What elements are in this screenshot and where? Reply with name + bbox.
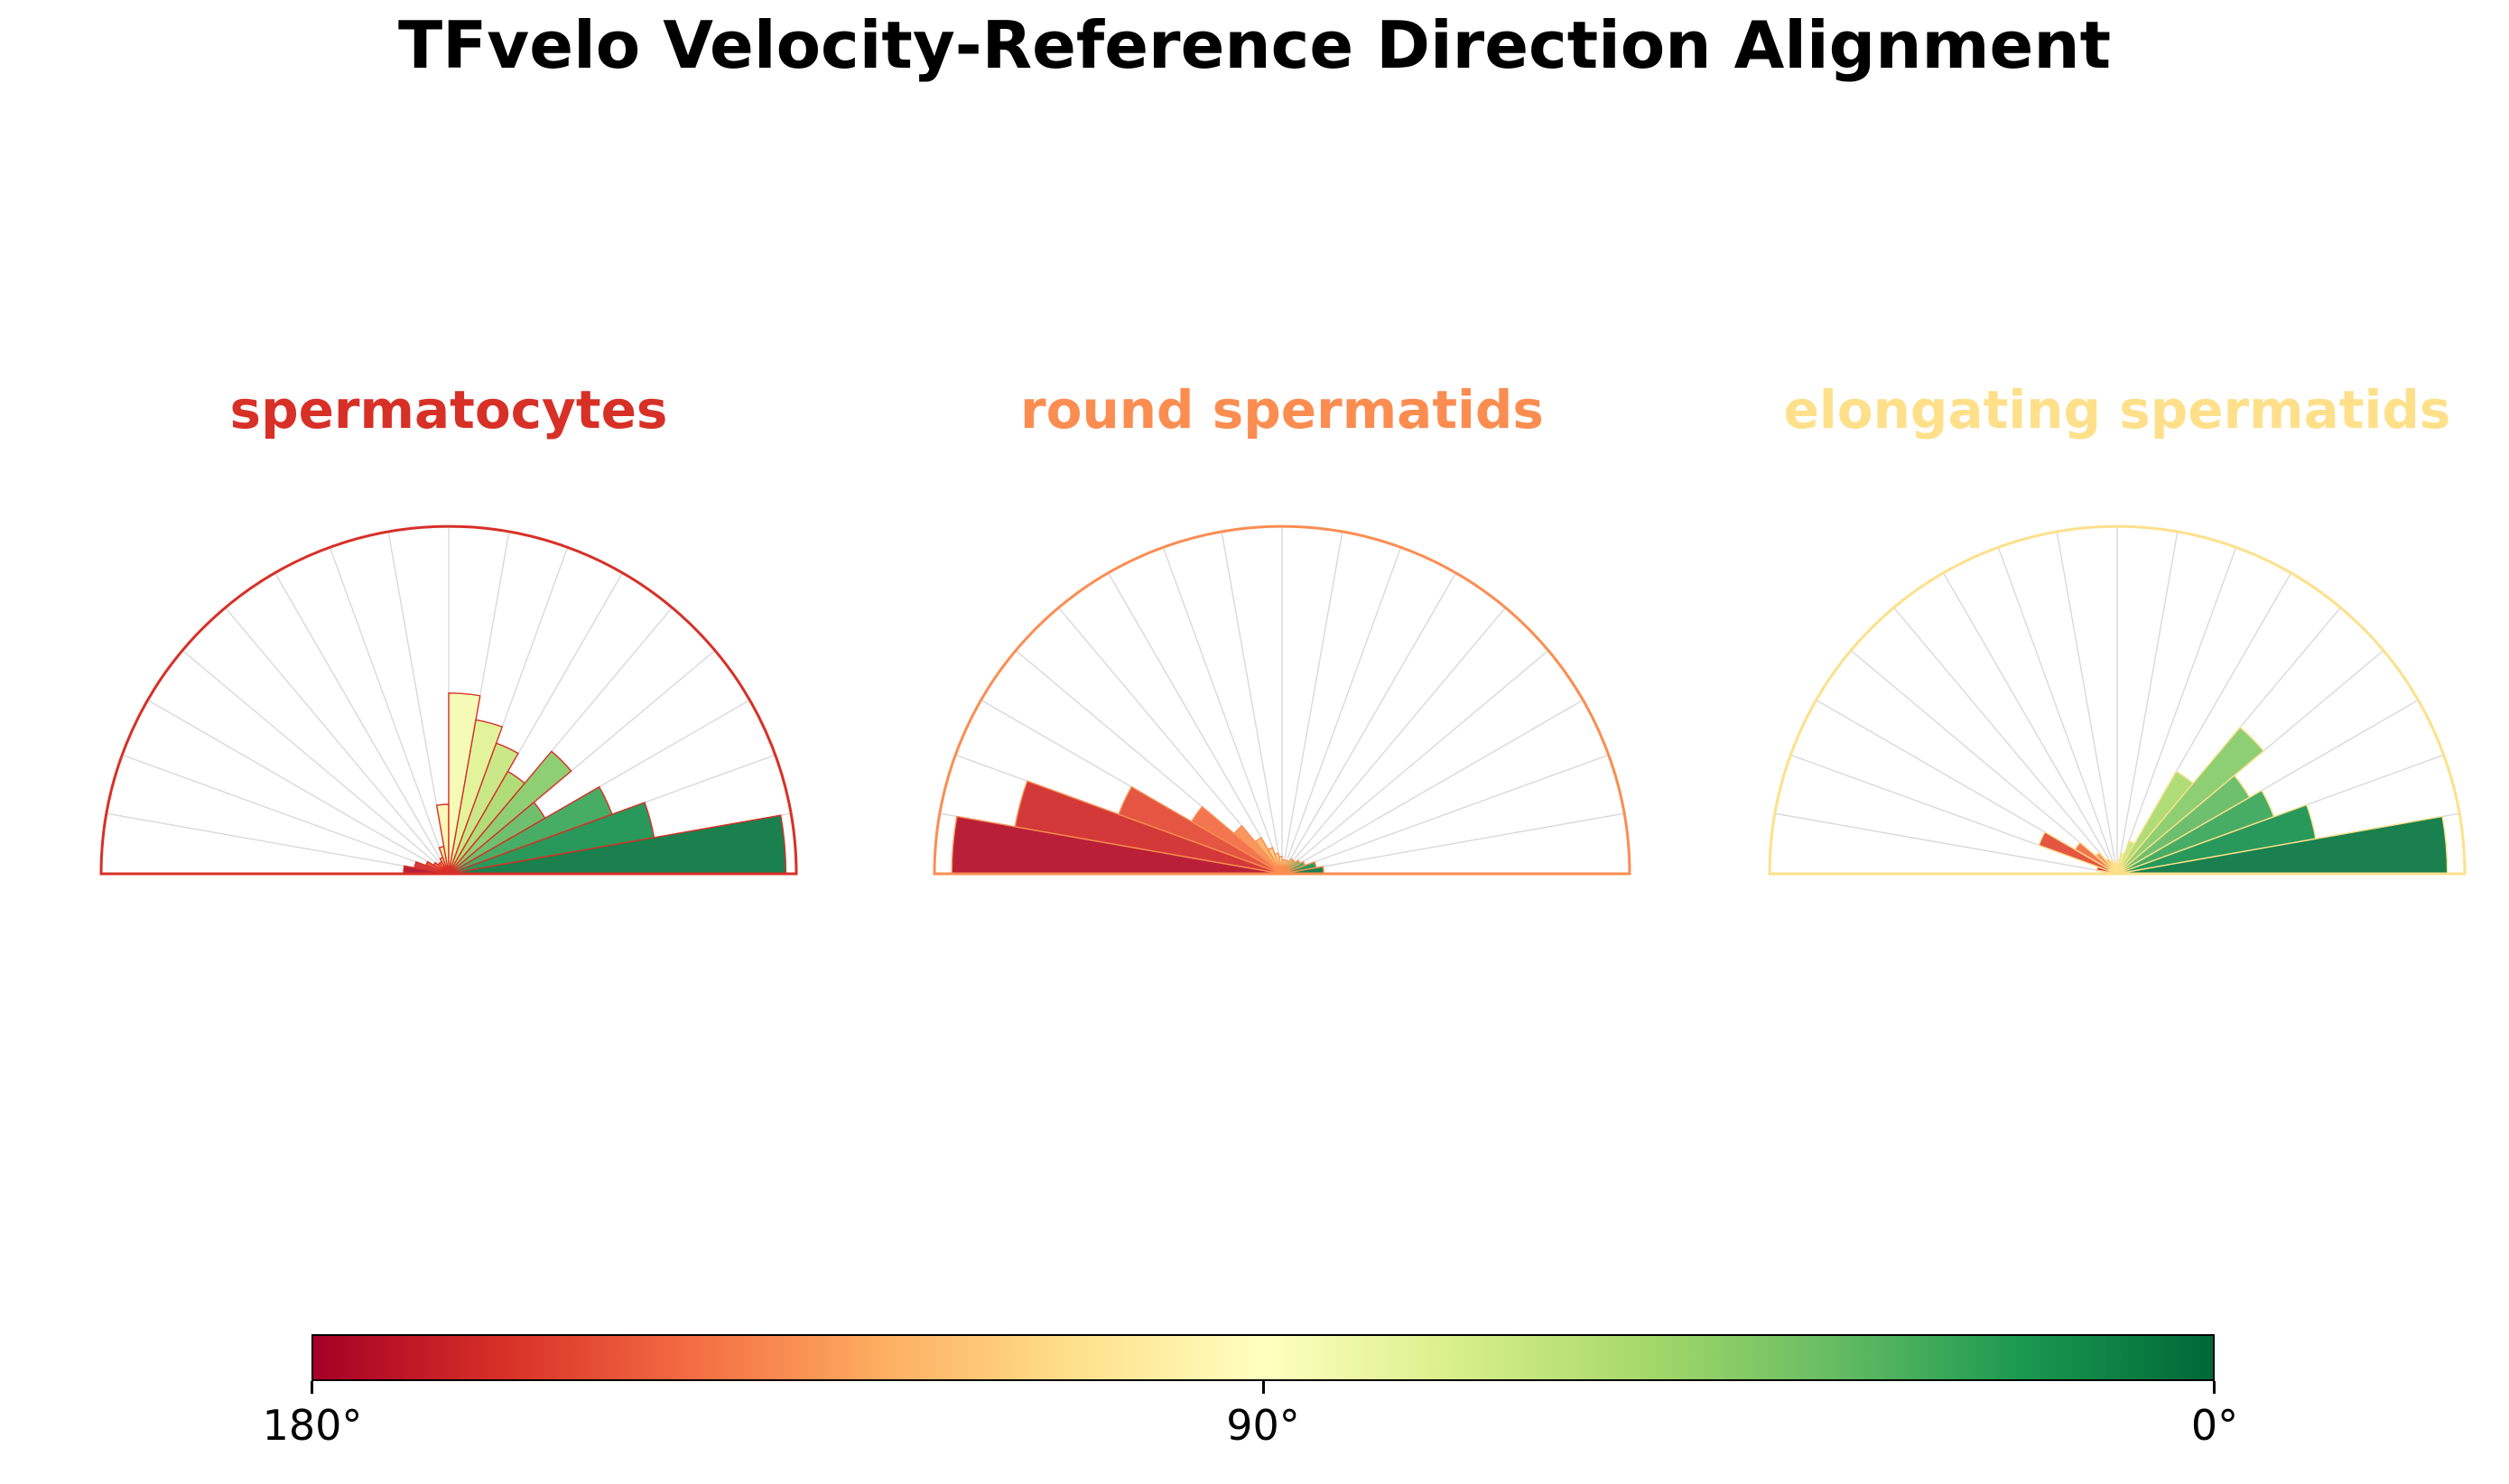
grid-spoke [2056,531,2118,875]
histogram-wedge [448,742,519,875]
colorbar-tick-0 [2213,1381,2216,1394]
colorbar-tick-label-180: 180° [262,1401,363,1450]
grid-spoke [147,699,450,875]
grid-spoke [1221,531,1283,875]
histogram-wedge [2116,726,2265,875]
colorbar-tick-label-0: 0° [2190,1401,2239,1450]
histogram-wedge [2095,851,2118,875]
grid-spoke [121,754,450,875]
panel-title-spermatocytes: spermatocytes [229,379,668,441]
polar-histogram-elongating-spermatids [1768,524,2467,876]
grid-spoke [1850,649,2118,875]
colorbar-tick-label-90: 90° [1226,1401,1300,1450]
histogram-wedge [1278,856,1283,875]
grid-spoke [1942,572,2118,875]
grid-spoke [181,649,450,875]
colorbar-tick-90 [1262,1381,1265,1394]
grid-spoke [329,546,450,875]
grid-spoke [1107,572,1283,875]
polar-histogram-spermatocytes [99,524,798,876]
semicircle-outline [1768,524,2467,876]
figure-title: TFvelo Velocity-Reference Direction Alig… [398,7,2111,83]
semicircle-outline [99,524,798,876]
grid-spoke [1281,754,1610,875]
colorbar-gradient [311,1334,2215,1381]
grid-spoke [1774,812,2118,875]
histogram-wedge [2038,830,2118,875]
histogram-wedge [1274,852,1283,875]
histogram-wedge [1118,785,1283,875]
polar-histogram-round-spermatids [933,524,1631,876]
histogram-wedge [1267,847,1283,875]
grid-spoke [1281,812,1625,875]
colorbar-tick-180 [311,1381,313,1394]
grid-spoke [1281,607,1507,875]
grid-spoke [2116,531,2179,875]
histogram-wedge [1191,805,1283,875]
semicircle-outline [933,524,1631,876]
grid-spoke [274,572,450,875]
grid-spoke [1281,649,1549,875]
histogram-wedge [1014,780,1283,875]
grid-spoke [2116,546,2237,875]
grid-spoke [1281,699,1584,875]
grid-spoke [1281,572,1457,875]
panel-title-round-spermatids: round spermatids [1020,379,1544,441]
grid-spoke [106,812,450,875]
grid-spoke [1281,546,1402,875]
grid-spoke [224,607,450,875]
histogram-wedge [448,750,572,875]
grid-spoke [1162,546,1283,875]
histogram-wedge [2074,841,2118,875]
histogram-wedge [1254,837,1283,875]
histogram-wedge [1232,824,1283,875]
grid-spoke [1892,607,2118,875]
panel-title-elongating-spermatids: elongating spermatids [1783,379,2451,441]
grid-spoke [1997,546,2118,875]
grid-spoke [1281,531,1343,875]
